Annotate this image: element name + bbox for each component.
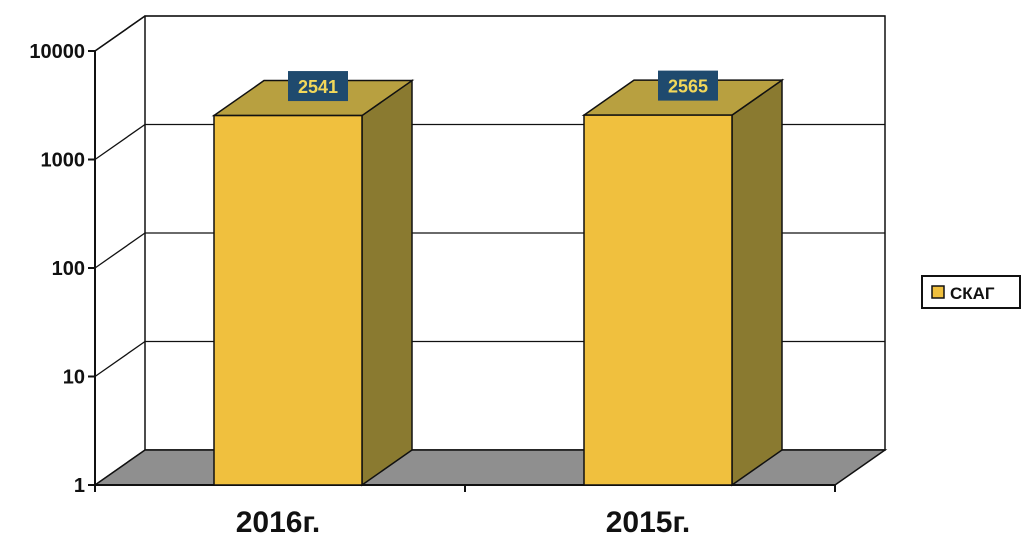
side-gridline bbox=[94, 123, 146, 161]
x-tick-label: 2015г. bbox=[606, 506, 691, 539]
data-label-text: 2541 bbox=[298, 77, 338, 97]
side-gridline bbox=[94, 232, 146, 269]
bar-front bbox=[583, 114, 733, 486]
y-tick-label: 1000 bbox=[41, 150, 86, 172]
data-label-bg bbox=[658, 70, 718, 101]
data-label: 2541 bbox=[288, 71, 348, 102]
bar-side bbox=[361, 79, 413, 487]
legend-entry: СКАГ bbox=[950, 284, 995, 303]
data-label: 2565 bbox=[658, 70, 718, 101]
legend-swatch bbox=[931, 285, 945, 299]
y-tick-label: 10000 bbox=[29, 41, 85, 63]
data-label-text: 2565 bbox=[668, 77, 708, 97]
bar-side bbox=[731, 78, 783, 487]
labels: 1 10 100 1000 10000 2541 2016г. 2565 2015г. bbox=[29, 41, 718, 539]
y-tick-label: 1 bbox=[74, 475, 85, 497]
y-axis-top-edge bbox=[94, 15, 146, 52]
bar bbox=[581, 78, 785, 487]
y-tick-label: 10 bbox=[63, 367, 85, 389]
data-label-bg bbox=[288, 71, 348, 102]
side-gridline bbox=[94, 340, 146, 378]
y-tick-label: 100 bbox=[52, 258, 85, 280]
x-tick-label: 2016г. bbox=[236, 506, 321, 539]
bar bbox=[211, 79, 415, 487]
bar-front bbox=[213, 114, 363, 486]
legend: СКАГ bbox=[921, 275, 1021, 309]
